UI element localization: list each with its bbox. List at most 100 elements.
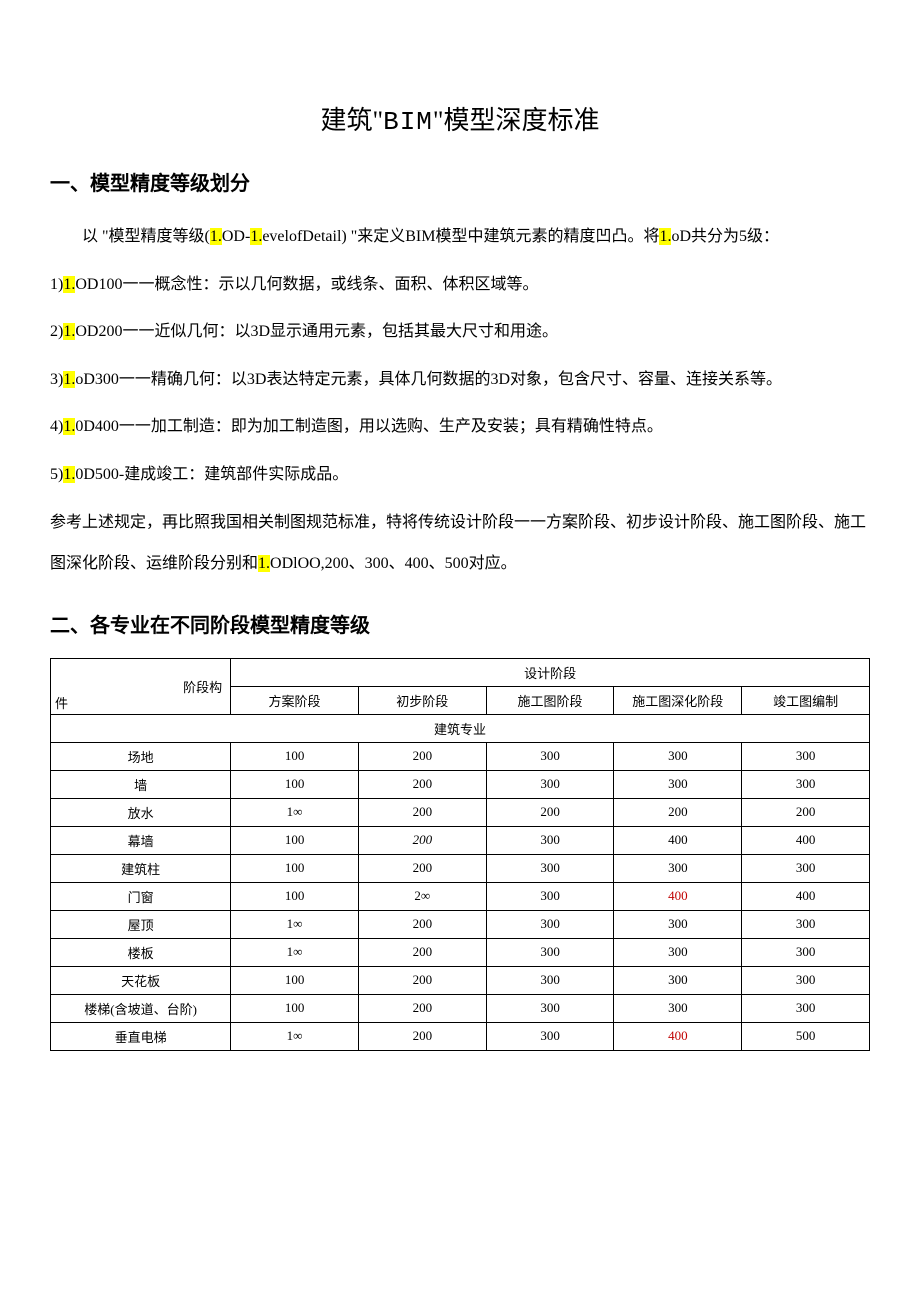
table-row: 场地100200300300300 xyxy=(51,742,870,770)
table-cell: 200 xyxy=(358,770,486,798)
column-header-0: 方案阶段 xyxy=(231,686,359,714)
row-label: 建筑柱 xyxy=(51,854,231,882)
corner-top: 阶段构 xyxy=(183,680,222,695)
table-cell: 300 xyxy=(486,854,614,882)
p1-post: oD共分为5级： xyxy=(671,228,779,245)
table-cell: 1∞ xyxy=(231,938,359,966)
table-row: 楼板1∞200300300300 xyxy=(51,938,870,966)
table-cell: 300 xyxy=(486,994,614,1022)
table-cell: 200 xyxy=(486,798,614,826)
column-header-1: 初步阶段 xyxy=(358,686,486,714)
table-cell: 2∞ xyxy=(358,882,486,910)
p6-post: 0D500-建成竣工：建筑部件实际成品。 xyxy=(75,466,348,483)
column-header-4: 竣工图编制 xyxy=(742,686,870,714)
table-cell: 300 xyxy=(742,966,870,994)
table-cell: 400 xyxy=(614,826,742,854)
table-cell: 300 xyxy=(614,770,742,798)
table-cell: 300 xyxy=(486,966,614,994)
p7-post: ODlOO,200、300、400、500对应。 xyxy=(270,555,517,572)
table-cell: 1∞ xyxy=(231,910,359,938)
p1-hl1: 1. xyxy=(210,228,222,245)
p3-pre: 2) xyxy=(50,323,63,340)
p3-hl: 1. xyxy=(63,323,75,340)
table-cell: 400 xyxy=(614,1022,742,1050)
table-cell: 300 xyxy=(486,742,614,770)
table-cell: 400 xyxy=(614,882,742,910)
row-label: 屋顶 xyxy=(51,910,231,938)
table-cell: 200 xyxy=(358,1022,486,1050)
p1-mid1: OD- xyxy=(222,228,250,245)
row-label: 场地 xyxy=(51,742,231,770)
table-row: 屋顶1∞200300300300 xyxy=(51,910,870,938)
p1-hl3: 1. xyxy=(659,228,671,245)
p4-post: oD300一一精确几何：以3D表达特定元素，具体几何数据的3D对象，包含尺寸、容… xyxy=(75,371,782,388)
table-row: 幕墙100200300400400 xyxy=(51,826,870,854)
table-cell: 200 xyxy=(358,910,486,938)
row-label: 天花板 xyxy=(51,966,231,994)
p4-hl: 1. xyxy=(63,371,75,388)
section-heading-1: 一、模型精度等级划分 xyxy=(50,167,870,196)
p2-hl: 1. xyxy=(63,276,75,293)
table-corner: 阶段构 件 xyxy=(51,658,231,714)
table-cell: 400 xyxy=(742,826,870,854)
row-label: 垂直电梯 xyxy=(51,1022,231,1050)
corner-bottom: 件 xyxy=(55,693,68,712)
design-phase-header: 设计阶段 xyxy=(231,658,870,686)
p6-pre: 5) xyxy=(50,466,63,483)
section-heading-2: 二、各专业在不同阶段模型精度等级 xyxy=(50,609,870,638)
table-cell: 200 xyxy=(358,854,486,882)
table-section-row: 建筑专业 xyxy=(51,714,870,742)
table-cell: 100 xyxy=(231,882,359,910)
table-cell: 300 xyxy=(486,826,614,854)
title-mono: BIM xyxy=(383,107,433,137)
table-section-label: 建筑专业 xyxy=(51,714,870,742)
list-item-4: 4)1.0D400一一加工制造：即为加工制造图，用以选购、生产及安装；具有精确性… xyxy=(50,406,870,448)
table-cell: 300 xyxy=(742,994,870,1022)
table-cell: 300 xyxy=(742,910,870,938)
row-label: 门窗 xyxy=(51,882,231,910)
table-row: 放水1∞200200200200 xyxy=(51,798,870,826)
table-cell: 200 xyxy=(358,938,486,966)
row-label: 放水 xyxy=(51,798,231,826)
paragraph-intro: 以 "模型精度等级(1.OD-1.evelofDetail) "来定义BIM模型… xyxy=(50,216,870,258)
p5-pre: 4) xyxy=(50,418,63,435)
table-cell: 300 xyxy=(486,882,614,910)
table-cell: 300 xyxy=(742,938,870,966)
table-row: 天花板100200300300300 xyxy=(51,966,870,994)
table-cell: 1∞ xyxy=(231,798,359,826)
table-cell: 300 xyxy=(486,938,614,966)
table-cell: 100 xyxy=(231,826,359,854)
p2-post: OD100一一概念性：示以几何数据，或线条、面积、体积区域等。 xyxy=(75,276,538,293)
table-cell: 300 xyxy=(486,910,614,938)
table-cell: 300 xyxy=(614,966,742,994)
row-label: 墙 xyxy=(51,770,231,798)
table-cell: 300 xyxy=(614,994,742,1022)
table-row: 墙100200300300300 xyxy=(51,770,870,798)
table-cell: 200 xyxy=(742,798,870,826)
table-cell: 100 xyxy=(231,966,359,994)
paragraph-summary: 参考上述规定，再比照我国相关制图规范标准，特将传统设计阶段一一方案阶段、初步设计… xyxy=(50,502,870,585)
table-row: 建筑柱100200300300300 xyxy=(51,854,870,882)
p5-hl: 1. xyxy=(63,418,75,435)
table-cell: 300 xyxy=(486,770,614,798)
p4-pre: 3) xyxy=(50,371,63,388)
p1-hl2: 1. xyxy=(250,228,262,245)
table-cell: 300 xyxy=(742,742,870,770)
title-pre: 建筑" xyxy=(320,106,383,135)
row-label: 楼梯(含坡道、台阶) xyxy=(51,994,231,1022)
table-cell: 300 xyxy=(614,938,742,966)
list-item-5: 5)1.0D500-建成竣工：建筑部件实际成品。 xyxy=(50,454,870,496)
table-row: 垂直电梯1∞200300400500 xyxy=(51,1022,870,1050)
column-header-2: 施工图阶段 xyxy=(486,686,614,714)
table-cell: 100 xyxy=(231,742,359,770)
table-cell: 200 xyxy=(358,966,486,994)
row-label: 幕墙 xyxy=(51,826,231,854)
list-item-3: 3)1.oD300一一精确几何：以3D表达特定元素，具体几何数据的3D对象，包含… xyxy=(50,359,870,401)
p6-hl: 1. xyxy=(63,466,75,483)
table-cell: 100 xyxy=(231,854,359,882)
list-item-1: 1)1.OD100一一概念性：示以几何数据，或线条、面积、体积区域等。 xyxy=(50,264,870,306)
table-cell: 200 xyxy=(358,742,486,770)
table-cell: 1∞ xyxy=(231,1022,359,1050)
list-item-2: 2)1.OD200一一近似几何：以3D显示通用元素，包括其最大尺寸和用途。 xyxy=(50,311,870,353)
column-header-3: 施工图深化阶段 xyxy=(614,686,742,714)
